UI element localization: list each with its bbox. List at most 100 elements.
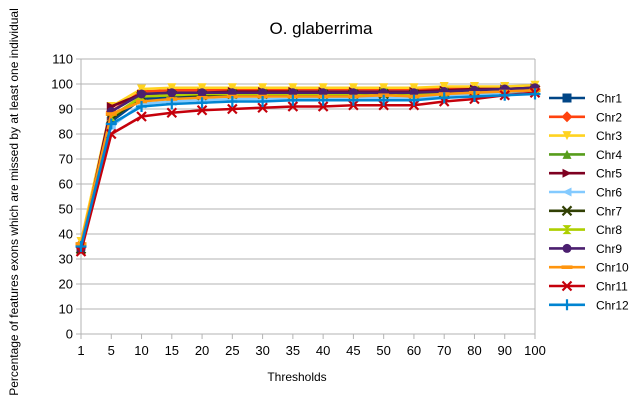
data-point <box>137 84 147 94</box>
series-line <box>79 87 536 247</box>
series-chr12 <box>75 88 541 252</box>
x-tick-labels: 1 5 10 15 20 25 30 35 40 45 50 60 70 80 90 100 <box>77 343 545 358</box>
data-point <box>257 96 269 107</box>
series-line <box>79 83 536 242</box>
data-point <box>408 94 420 106</box>
series-line <box>79 87 536 247</box>
data-point <box>227 103 238 115</box>
axes <box>80 59 536 339</box>
data-point <box>468 91 480 102</box>
legend-label: Chr9 <box>596 242 622 256</box>
data-point <box>197 88 207 98</box>
series-line <box>79 88 536 245</box>
x-tick-label: 80 <box>467 343 481 358</box>
legend-label: Chr12 <box>596 298 629 312</box>
data-point <box>227 83 237 93</box>
legend-label: Chr3 <box>596 129 622 143</box>
y-tick-label: 110 <box>52 52 73 67</box>
data-point <box>137 89 147 99</box>
legend-label: Chr11 <box>596 280 628 294</box>
legend-item: Chr7 <box>549 204 622 218</box>
data-point <box>287 101 299 112</box>
legend-item: Chr10 <box>549 261 629 275</box>
y-axis-label: Percentage of features exons which are m… <box>7 8 21 396</box>
data-point <box>196 104 208 116</box>
data-point <box>288 83 298 93</box>
data-point <box>348 83 358 93</box>
legend-item: Chr5 <box>549 167 622 181</box>
data-point <box>562 225 572 235</box>
legend-item: Chr3 <box>549 129 622 143</box>
data-point <box>347 94 359 106</box>
y-tick-label: 10 <box>59 302 73 317</box>
data-point <box>379 83 389 93</box>
legend-label: Chr8 <box>596 223 622 237</box>
data-point <box>439 82 449 91</box>
data-point <box>529 88 541 100</box>
x-tick-label: 25 <box>225 343 239 358</box>
data-point <box>166 98 178 110</box>
legend: Chr1 Chr2 Chr3 Chr4 Chr5 Chr6 Chr7 Chr8 Chr9 Chr1… <box>549 92 629 312</box>
data-point <box>318 83 328 93</box>
x-tick-label: 10 <box>134 343 148 358</box>
legend-label: Chr4 <box>596 148 622 162</box>
x-tick-label: 30 <box>255 343 269 358</box>
legend-item: Chr4 <box>549 148 622 162</box>
data-point <box>562 168 572 178</box>
series-lines <box>75 80 541 257</box>
legend-item: Chr2 <box>549 110 622 124</box>
y-tick-label: 90 <box>59 102 73 117</box>
legend-label: Chr5 <box>596 167 622 181</box>
data-point <box>561 280 573 292</box>
series-line <box>79 87 536 247</box>
series-line <box>79 86 536 250</box>
y-tick-label: 50 <box>59 202 73 217</box>
y-tick-label: 0 <box>66 327 73 342</box>
legend-item: Chr6 <box>549 186 622 200</box>
grid <box>76 58 535 335</box>
data-point <box>226 96 238 107</box>
x-tick-label: 90 <box>497 343 511 358</box>
legend-label: Chr7 <box>596 204 622 218</box>
data-point <box>197 83 207 93</box>
y-tick-label: 40 <box>59 227 73 242</box>
legend-label: Chr6 <box>596 186 622 200</box>
y-tick-labels: 0 10 20 30 40 50 60 70 80 90 100 110 <box>51 52 73 342</box>
x-tick-label: 45 <box>346 343 360 358</box>
legend-item: Chr9 <box>549 242 622 256</box>
data-point <box>75 241 87 252</box>
legend-item: Chr11 <box>549 280 628 294</box>
x-tick-label: 35 <box>286 343 300 358</box>
x-tick-label: 70 <box>437 343 451 358</box>
series-chr6 <box>76 87 540 251</box>
data-point <box>561 299 573 311</box>
x-tick-label: 60 <box>407 343 421 358</box>
legend-item: Chr8 <box>549 223 622 237</box>
series-chr7 <box>75 84 541 255</box>
series-line <box>79 92 536 247</box>
data-point <box>105 118 117 130</box>
data-point <box>378 94 390 106</box>
data-point <box>561 111 573 123</box>
y-tick-label: 80 <box>59 127 73 142</box>
y-tick-label: 20 <box>59 277 73 292</box>
legend-label: Chr2 <box>596 110 622 124</box>
y-tick-label: 100 <box>51 77 73 92</box>
series-chr11 <box>75 87 541 257</box>
data-point <box>561 205 573 217</box>
x-axis-label: Thresholds <box>267 370 326 384</box>
data-point <box>561 265 573 269</box>
y-tick-label: 60 <box>59 177 73 192</box>
x-tick-label: 15 <box>165 343 179 358</box>
data-point <box>257 102 268 114</box>
chart-title: O. glaberrima <box>270 19 374 38</box>
data-point <box>562 243 572 253</box>
series-line <box>79 91 536 252</box>
data-point <box>287 94 299 106</box>
data-point <box>136 101 148 112</box>
data-point <box>167 88 177 98</box>
series-line <box>79 85 536 245</box>
x-tick-label: 50 <box>376 343 390 358</box>
legend-label: Chr1 <box>596 92 622 106</box>
